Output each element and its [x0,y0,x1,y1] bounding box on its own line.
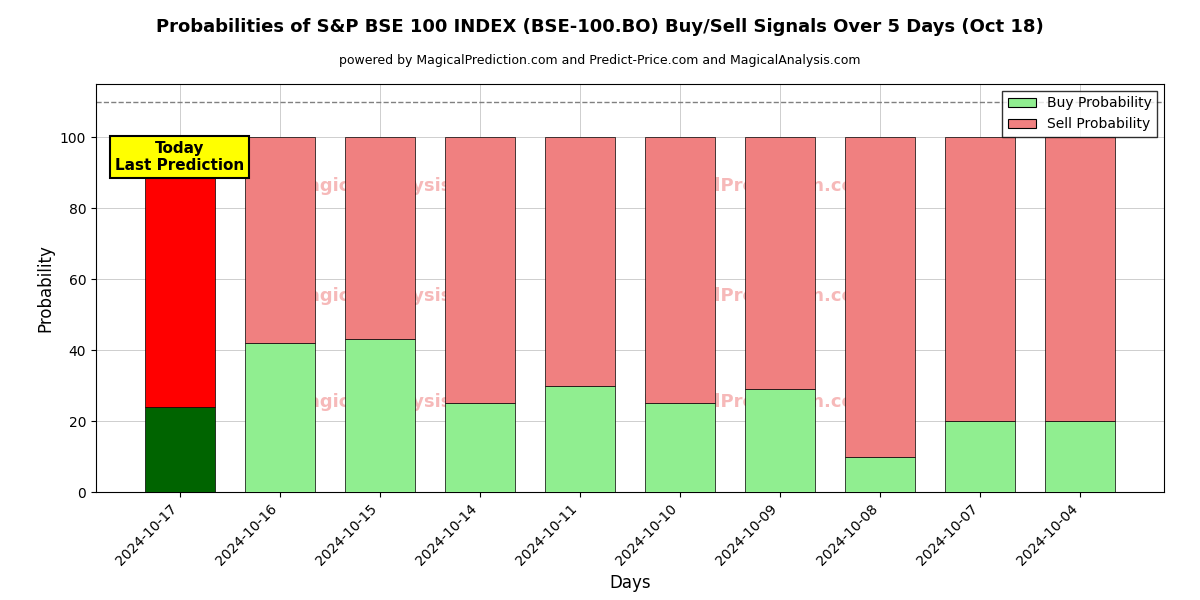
Text: powered by MagicalPrediction.com and Predict-Price.com and MagicalAnalysis.com: powered by MagicalPrediction.com and Pre… [340,54,860,67]
Bar [946,137,1015,421]
Text: Probabilities of S&P BSE 100 INDEX (BSE-100.BO) Buy/Sell Signals Over 5 Days (Oc: Probabilities of S&P BSE 100 INDEX (BSE-… [156,18,1044,36]
Text: MagicalPrediction.com: MagicalPrediction.com [643,393,872,411]
Text: MagicalAnalysis.com: MagicalAnalysis.com [290,177,500,195]
Legend: Buy Probability, Sell Probability: Buy Probability, Sell Probability [1002,91,1157,137]
Bar [646,137,715,403]
Bar [545,137,614,386]
Bar [845,137,916,457]
Bar [646,403,715,492]
Bar [344,137,415,340]
Y-axis label: Probability: Probability [36,244,54,332]
Bar [245,137,314,343]
Text: Today
Last Prediction: Today Last Prediction [115,141,245,173]
Bar [845,457,916,492]
Bar [245,343,314,492]
Bar [745,137,815,389]
Bar [745,389,815,492]
Bar [144,407,215,492]
Bar [946,421,1015,492]
Bar [445,137,515,403]
Bar [1045,137,1116,421]
Bar [445,403,515,492]
Bar [545,386,614,492]
Text: MagicalAnalysis.com: MagicalAnalysis.com [290,287,500,305]
Text: MagicalAnalysis.com: MagicalAnalysis.com [290,393,500,411]
Text: MagicalPrediction.com: MagicalPrediction.com [643,177,872,195]
Text: MagicalPrediction.com: MagicalPrediction.com [643,287,872,305]
Bar [344,340,415,492]
Bar [1045,421,1116,492]
X-axis label: Days: Days [610,574,650,592]
Bar [144,137,215,407]
